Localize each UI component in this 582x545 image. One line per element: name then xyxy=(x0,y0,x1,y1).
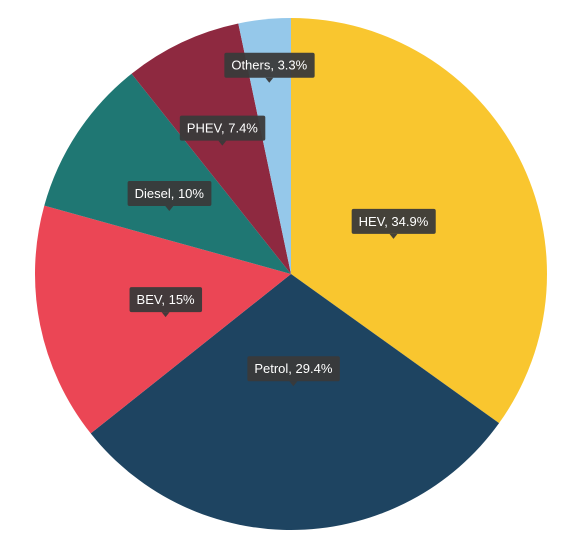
data-label-box xyxy=(247,356,340,382)
data-label-pointer xyxy=(389,233,398,239)
data-label-text: BEV, 15% xyxy=(137,292,196,307)
data-label-pointer xyxy=(165,206,174,212)
data-label-text: Diesel, 10% xyxy=(135,186,205,201)
data-label-box xyxy=(179,115,266,141)
data-label-pointer xyxy=(289,381,298,387)
data-label-text: Petrol, 29.4% xyxy=(254,361,332,376)
data-label-box xyxy=(351,208,436,234)
data-label-box xyxy=(129,287,203,313)
data-label-others: Others, 3.3% xyxy=(224,52,315,83)
data-label-text: Others, 3.3% xyxy=(231,58,307,73)
data-label-pointer xyxy=(218,140,227,146)
data-label-pointer xyxy=(265,77,274,83)
data-label-pointer xyxy=(161,312,170,318)
data-label-hev: HEV, 34.9% xyxy=(351,208,436,239)
pie-data-labels: HEV, 34.9% Petrol, 29.4% BEV, 15% Diesel, 1… xyxy=(127,52,436,387)
data-label-text: HEV, 34.9% xyxy=(359,214,429,229)
data-label-text: PHEV, 7.4% xyxy=(187,121,259,136)
data-label-bev: BEV, 15% xyxy=(129,287,203,318)
data-label-box xyxy=(224,52,315,78)
data-label-box xyxy=(127,181,212,207)
data-label-petrol: Petrol, 29.4% xyxy=(247,356,340,387)
pie-slice-bev[interactable] xyxy=(35,205,292,434)
pie-slice-petrol[interactable] xyxy=(90,274,500,530)
pie-slice-others[interactable] xyxy=(238,18,291,274)
pie-slices xyxy=(35,18,547,530)
pie-slice-phev[interactable] xyxy=(131,23,291,274)
data-label-phev: PHEV, 7.4% xyxy=(179,115,266,146)
data-label-diesel: Diesel, 10% xyxy=(127,181,212,212)
pie-slice-diesel[interactable] xyxy=(44,73,291,275)
